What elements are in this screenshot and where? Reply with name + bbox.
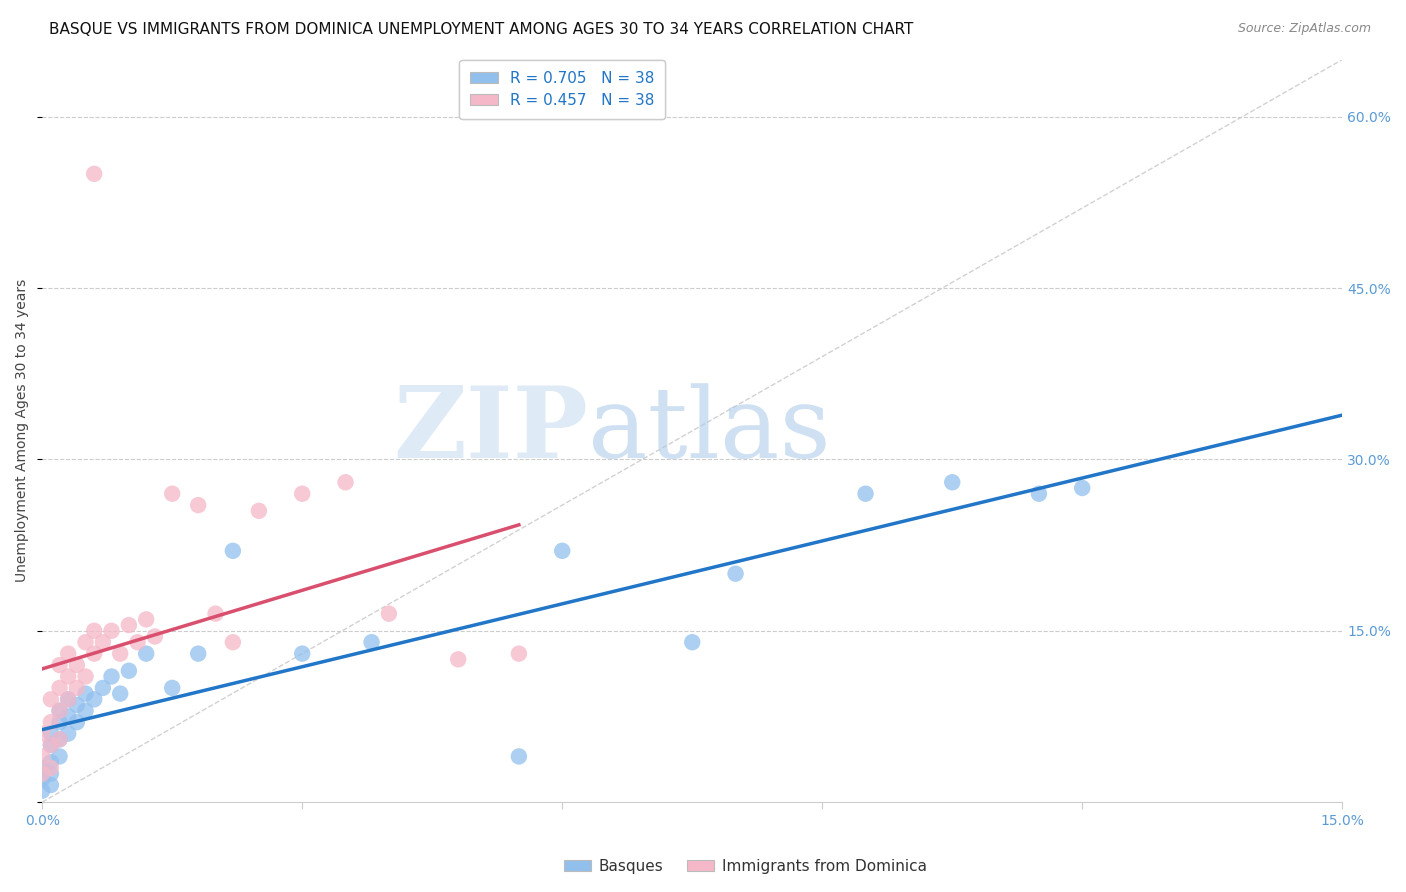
Point xyxy=(135,612,157,626)
Point xyxy=(31,749,53,764)
Point xyxy=(291,647,314,661)
Text: atlas: atlas xyxy=(588,383,831,479)
Point xyxy=(378,607,401,621)
Point xyxy=(160,681,183,695)
Point xyxy=(187,647,209,661)
Point xyxy=(127,635,149,649)
Point xyxy=(335,475,357,490)
Point xyxy=(143,630,166,644)
Point xyxy=(551,544,574,558)
Point xyxy=(508,749,530,764)
Point xyxy=(83,624,105,638)
Text: ZIP: ZIP xyxy=(394,383,588,479)
Point xyxy=(100,624,122,638)
Point xyxy=(118,618,141,632)
Point xyxy=(66,681,89,695)
Point xyxy=(724,566,747,581)
Point xyxy=(39,761,62,775)
Point xyxy=(291,486,314,500)
Point xyxy=(31,766,53,780)
Point xyxy=(66,715,89,730)
Point xyxy=(48,681,70,695)
Legend: Basques, Immigrants from Dominica: Basques, Immigrants from Dominica xyxy=(558,853,932,880)
Point xyxy=(48,732,70,747)
Point xyxy=(135,647,157,661)
Point xyxy=(31,772,53,787)
Point xyxy=(31,726,53,740)
Point xyxy=(118,664,141,678)
Point xyxy=(1028,486,1050,500)
Point xyxy=(108,647,131,661)
Point xyxy=(1071,481,1094,495)
Point xyxy=(508,647,530,661)
Point xyxy=(91,635,114,649)
Point xyxy=(48,658,70,673)
Point xyxy=(75,635,97,649)
Y-axis label: Unemployment Among Ages 30 to 34 years: Unemployment Among Ages 30 to 34 years xyxy=(15,279,30,582)
Point xyxy=(48,704,70,718)
Point xyxy=(75,669,97,683)
Point xyxy=(360,635,382,649)
Point xyxy=(66,698,89,712)
Point xyxy=(39,692,62,706)
Point xyxy=(58,692,80,706)
Point xyxy=(39,778,62,792)
Point xyxy=(39,738,62,752)
Point xyxy=(58,647,80,661)
Point xyxy=(58,709,80,723)
Point xyxy=(48,732,70,747)
Point xyxy=(31,761,53,775)
Point xyxy=(58,726,80,740)
Point xyxy=(31,783,53,797)
Point xyxy=(187,498,209,512)
Point xyxy=(83,167,105,181)
Point xyxy=(39,766,62,780)
Point xyxy=(247,504,270,518)
Point xyxy=(83,647,105,661)
Point xyxy=(75,687,97,701)
Point xyxy=(108,687,131,701)
Point xyxy=(204,607,226,621)
Point xyxy=(48,749,70,764)
Point xyxy=(222,635,245,649)
Point xyxy=(941,475,963,490)
Point xyxy=(681,635,703,649)
Point xyxy=(39,715,62,730)
Point xyxy=(160,486,183,500)
Point xyxy=(58,669,80,683)
Point xyxy=(39,726,62,740)
Point xyxy=(83,692,105,706)
Text: BASQUE VS IMMIGRANTS FROM DOMINICA UNEMPLOYMENT AMONG AGES 30 TO 34 YEARS CORREL: BASQUE VS IMMIGRANTS FROM DOMINICA UNEMP… xyxy=(49,22,914,37)
Point xyxy=(447,652,470,666)
Point xyxy=(100,669,122,683)
Point xyxy=(91,681,114,695)
Point xyxy=(48,704,70,718)
Point xyxy=(39,738,62,752)
Point xyxy=(66,658,89,673)
Point xyxy=(48,715,70,730)
Point xyxy=(222,544,245,558)
Text: Source: ZipAtlas.com: Source: ZipAtlas.com xyxy=(1237,22,1371,36)
Legend: R = 0.705   N = 38, R = 0.457   N = 38: R = 0.705 N = 38, R = 0.457 N = 38 xyxy=(460,60,665,119)
Point xyxy=(39,755,62,769)
Point xyxy=(855,486,877,500)
Point xyxy=(75,704,97,718)
Point xyxy=(58,692,80,706)
